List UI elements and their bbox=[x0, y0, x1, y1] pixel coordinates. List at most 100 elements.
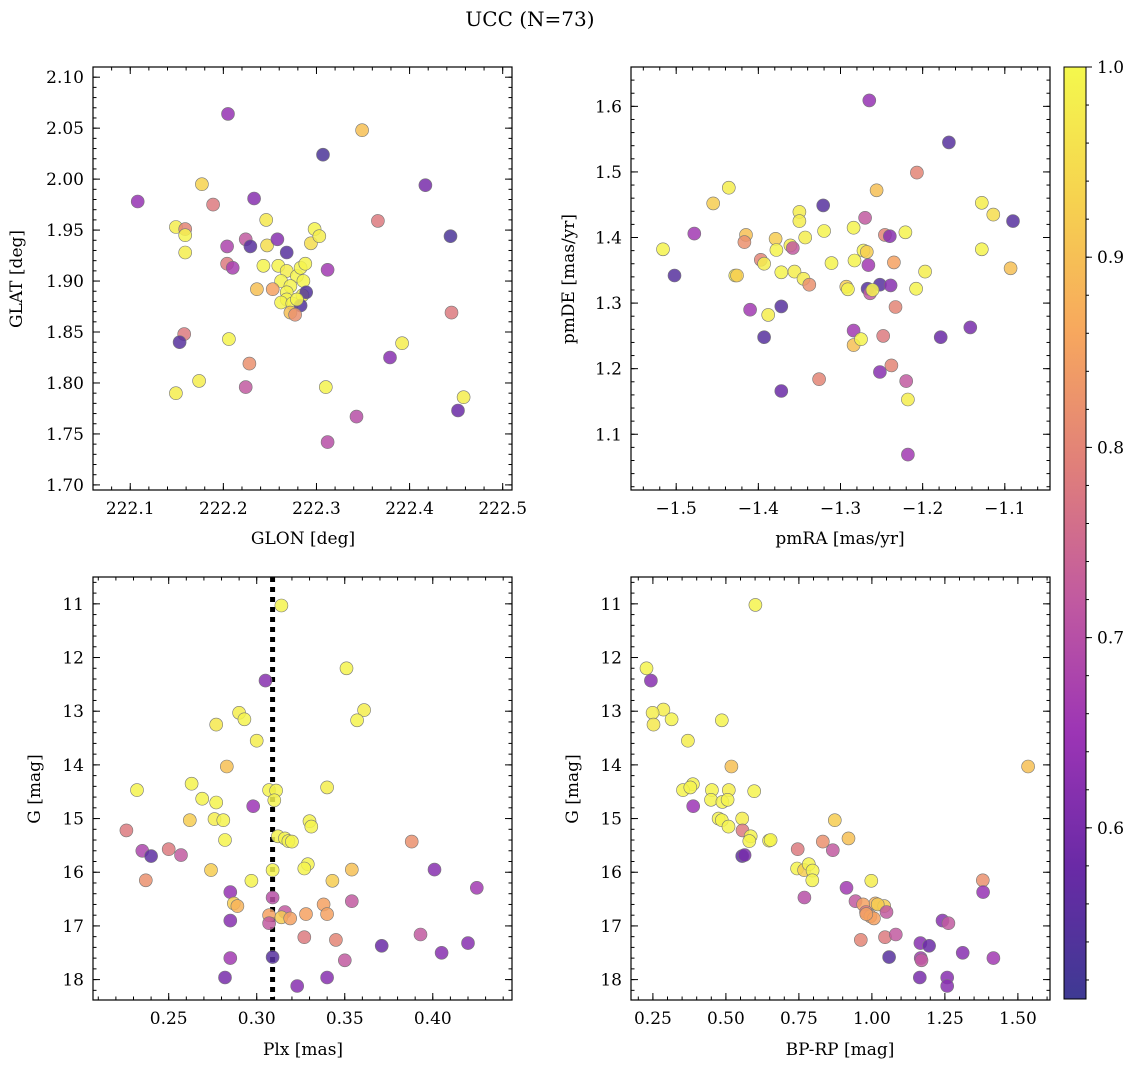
x-tick-label: 222.3 bbox=[292, 499, 341, 519]
data-point bbox=[288, 307, 302, 322]
y-tick-label: 11 bbox=[600, 595, 622, 615]
data-point bbox=[940, 979, 955, 993]
data-point bbox=[918, 264, 932, 279]
data-point bbox=[854, 332, 868, 347]
data-point bbox=[802, 277, 817, 292]
data-point bbox=[283, 911, 298, 926]
data-point bbox=[209, 717, 223, 732]
data-point bbox=[260, 238, 274, 253]
data-point bbox=[374, 938, 389, 953]
data-point bbox=[683, 780, 698, 795]
data-point bbox=[912, 970, 927, 985]
data-point bbox=[418, 178, 433, 192]
data-point bbox=[774, 384, 789, 398]
data-point bbox=[899, 374, 914, 388]
data-point bbox=[941, 916, 956, 931]
data-point bbox=[869, 183, 884, 198]
x-axis-label: BP-RP [mag] bbox=[786, 1040, 895, 1060]
y-tick-label: 15 bbox=[600, 810, 622, 830]
panel-glon-glat: GLON [deg] GLAT [deg] 222.1 222.2 222.3 222… bbox=[7, 66, 527, 549]
data-point bbox=[329, 933, 343, 947]
data-point bbox=[344, 862, 359, 877]
data-point bbox=[681, 733, 695, 748]
data-point bbox=[246, 799, 260, 814]
data-point bbox=[847, 253, 862, 268]
data-point bbox=[169, 386, 183, 401]
data-point bbox=[130, 194, 145, 209]
data-point bbox=[456, 390, 471, 405]
data-point bbox=[1021, 759, 1035, 774]
data-point bbox=[220, 239, 234, 254]
data-point bbox=[656, 242, 670, 257]
colorbar-gradient bbox=[1063, 66, 1087, 1000]
data-point bbox=[216, 813, 231, 828]
data-point bbox=[815, 834, 830, 849]
colorbar-tick-label: 0.9 bbox=[1097, 248, 1124, 268]
y-tick-label: 14 bbox=[600, 756, 622, 776]
x-tick-label: 0.50 bbox=[707, 1009, 745, 1029]
data-point bbox=[888, 927, 903, 942]
data-point bbox=[846, 220, 861, 235]
data-point bbox=[747, 784, 762, 799]
data-point bbox=[130, 783, 144, 797]
x-tick-label: −1.4 bbox=[738, 499, 779, 519]
data-point bbox=[337, 953, 352, 968]
data-point bbox=[887, 255, 901, 270]
data-point bbox=[841, 282, 855, 297]
y-tick-label: 15 bbox=[62, 810, 84, 830]
data-point bbox=[204, 863, 218, 877]
y-tick-label: 16 bbox=[600, 863, 622, 883]
y-tick-label: 1.85 bbox=[46, 323, 84, 343]
data-point bbox=[451, 403, 465, 418]
data-point bbox=[884, 358, 899, 373]
figure-title: UCC (N=73) bbox=[465, 7, 594, 31]
data-point bbox=[344, 894, 359, 909]
y-axis-label: G [mag] bbox=[25, 754, 45, 823]
x-tick-label: 222.1 bbox=[106, 499, 155, 519]
data-point bbox=[763, 833, 778, 847]
data-point bbox=[914, 953, 929, 968]
data-point bbox=[827, 813, 842, 828]
data-point bbox=[859, 907, 874, 921]
data-point bbox=[265, 890, 280, 905]
data-point bbox=[721, 819, 736, 834]
data-point bbox=[724, 759, 739, 774]
axes-frame bbox=[630, 66, 1051, 491]
data-point bbox=[290, 292, 304, 307]
data-point bbox=[304, 819, 319, 834]
data-point bbox=[986, 207, 1001, 222]
axes-frame bbox=[92, 576, 513, 1001]
data-point bbox=[975, 873, 990, 888]
data-point bbox=[882, 229, 897, 243]
data-point bbox=[404, 834, 419, 849]
data-point bbox=[178, 245, 192, 260]
y-tick-label: 2.00 bbox=[46, 170, 84, 190]
y-axis-label: G [mag] bbox=[563, 754, 583, 823]
colorbar-tick-label: 0.8 bbox=[1097, 438, 1124, 458]
colorbar: 0.6 0.7 0.8 0.9 1.0 bbox=[1063, 58, 1124, 1000]
x-tick-label: 0.25 bbox=[634, 1009, 672, 1029]
x-axis-label: Plx [mas] bbox=[263, 1040, 343, 1060]
data-point bbox=[184, 776, 199, 791]
axes-frame bbox=[630, 576, 1051, 1001]
data-point bbox=[427, 862, 442, 877]
data-point bbox=[841, 831, 856, 846]
y-tick-label: 1.75 bbox=[46, 425, 84, 445]
data-point bbox=[721, 180, 736, 195]
data-point bbox=[864, 873, 879, 888]
data-point bbox=[265, 863, 280, 877]
x-tick-label: 222.5 bbox=[478, 499, 527, 519]
data-point bbox=[395, 336, 409, 351]
data-point bbox=[910, 165, 924, 180]
data-point bbox=[774, 265, 789, 280]
x-tick-label: −1.5 bbox=[656, 499, 697, 519]
data-point bbox=[817, 224, 831, 238]
data-point bbox=[742, 834, 757, 848]
x-tick-label: 0.40 bbox=[414, 1009, 452, 1029]
y-tick-label: 1.4 bbox=[595, 229, 622, 249]
data-point bbox=[320, 262, 335, 277]
data-point bbox=[413, 927, 428, 942]
data-point bbox=[209, 795, 223, 810]
data-point bbox=[244, 873, 259, 888]
axes-frame bbox=[92, 66, 513, 491]
